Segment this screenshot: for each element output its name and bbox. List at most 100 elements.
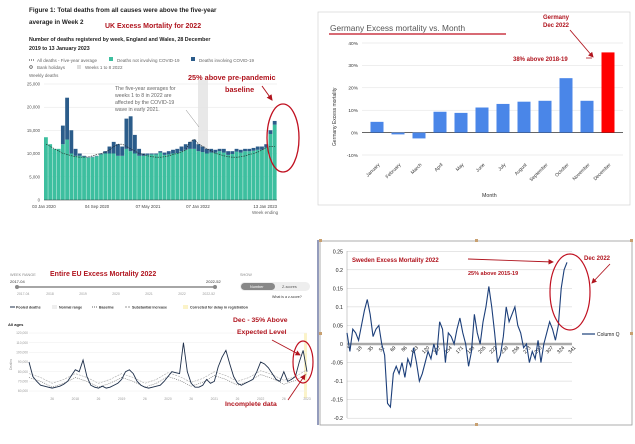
uk-figure-title-2: average in Week 2 bbox=[29, 19, 84, 26]
resize-handle[interactable] bbox=[319, 239, 322, 242]
bar-noncovid bbox=[264, 147, 269, 200]
range-tick-label: 2017-04 bbox=[17, 292, 30, 296]
x-tick-label: May bbox=[455, 162, 466, 173]
bar-noncovid bbox=[226, 154, 230, 200]
bar-noncovid bbox=[56, 148, 61, 200]
bar-noncovid bbox=[149, 154, 154, 200]
eu-incomplete-arrow bbox=[287, 374, 306, 401]
x-tick-label: 2021 bbox=[211, 397, 219, 401]
x-tick-label: 171 bbox=[455, 345, 465, 355]
bar-covid bbox=[226, 151, 230, 155]
bar-covid bbox=[158, 151, 163, 153]
bar-noncovid bbox=[154, 154, 158, 200]
zscore-link[interactable]: What is a z-score? bbox=[272, 295, 302, 299]
uk-figure-title: Figure 1: Total deaths from all causes w… bbox=[29, 7, 217, 14]
uk-ylabel: Weekly deaths bbox=[29, 73, 59, 78]
bar-covid bbox=[171, 149, 175, 154]
bar-covid bbox=[183, 144, 188, 150]
bar-covid bbox=[99, 153, 103, 155]
bar-covid bbox=[120, 146, 125, 156]
x-tick-label: 154 bbox=[444, 345, 454, 355]
eu-highlight-circle bbox=[292, 340, 314, 384]
sweden-highlight-circle bbox=[549, 253, 591, 331]
eu-legend: Pooled deaths Normal range Baseline Subs… bbox=[10, 305, 248, 310]
x-tick-label: 69 bbox=[389, 345, 397, 353]
uk-subtitle: Number of deaths registered by week, Eng… bbox=[29, 37, 210, 43]
note-line: affected by the COVID-19 bbox=[115, 100, 174, 106]
legend-normal-swatch bbox=[52, 305, 57, 309]
bar-noncovid bbox=[94, 156, 99, 200]
y-tick-label: 80,000 bbox=[18, 370, 28, 374]
x-tick-label: April bbox=[433, 162, 444, 173]
y-tick-label: -0.1 bbox=[334, 379, 343, 385]
x-tick-label: 307 bbox=[545, 345, 555, 355]
x-tick-label: June bbox=[475, 162, 487, 174]
y-tick-label: -0.2 bbox=[334, 416, 343, 422]
resize-handle[interactable] bbox=[475, 423, 478, 426]
toggle-number-button[interactable] bbox=[241, 283, 275, 290]
bar-covid bbox=[221, 148, 226, 153]
eu-title: Entire EU Excess Mortality 2022 bbox=[50, 271, 156, 278]
uk-annotation-2: baseline bbox=[225, 85, 254, 94]
bar-covid bbox=[175, 148, 180, 154]
resize-handle[interactable] bbox=[630, 332, 633, 335]
bar-february bbox=[391, 132, 405, 135]
bar-noncovid bbox=[166, 154, 171, 200]
bar-noncovid bbox=[230, 153, 235, 200]
bar-noncovid bbox=[183, 149, 188, 200]
bar-covid bbox=[243, 148, 247, 152]
bar-noncovid bbox=[234, 151, 239, 200]
germany-title: Germany Excess mortality vs. Month bbox=[330, 23, 465, 33]
x-tick-label: 222 bbox=[489, 345, 499, 355]
legend-covid-swatch bbox=[191, 57, 195, 61]
x-tick-label: 26 bbox=[97, 397, 101, 401]
bar-november bbox=[580, 100, 594, 133]
bar-noncovid bbox=[247, 151, 252, 200]
x-tick-label: 205 bbox=[477, 345, 487, 355]
bar-noncovid bbox=[179, 151, 184, 200]
bar-noncovid bbox=[116, 155, 120, 200]
resize-handle[interactable] bbox=[475, 239, 478, 242]
bar-noncovid bbox=[204, 153, 209, 200]
eu-annotation-arrow bbox=[271, 339, 301, 356]
x-tick-label: 26 bbox=[50, 397, 54, 401]
bar-covid bbox=[196, 144, 201, 152]
toggle-zscores-button[interactable]: Z-scores bbox=[282, 285, 297, 289]
range-slider-start-handle[interactable] bbox=[15, 285, 19, 289]
bar-april bbox=[433, 111, 447, 133]
range-slider-end-handle[interactable] bbox=[213, 285, 217, 289]
bar-noncovid bbox=[145, 154, 150, 200]
x-tick-label: 13 Jan 2023 bbox=[253, 204, 277, 209]
resize-handle[interactable] bbox=[319, 332, 322, 335]
bar-covid bbox=[209, 148, 214, 153]
germany-annotation-title: Germany bbox=[543, 15, 570, 21]
bar-covid bbox=[179, 146, 184, 152]
eu-ylabel: Deaths bbox=[9, 359, 13, 370]
bar-noncovid bbox=[111, 153, 116, 200]
x-tick-label: 86 bbox=[400, 345, 408, 353]
bar-covid bbox=[230, 151, 235, 154]
bar-covid bbox=[77, 153, 82, 156]
bar-noncovid bbox=[86, 157, 91, 200]
bar-covid bbox=[234, 148, 239, 152]
bar-noncovid bbox=[162, 154, 167, 200]
x-tick-label: 2023 bbox=[303, 397, 311, 401]
show-label: SHOW bbox=[240, 273, 252, 277]
range-tick-label: 2019 bbox=[79, 292, 87, 296]
bar-noncovid bbox=[243, 151, 247, 200]
pooled-deaths-line bbox=[28, 342, 308, 389]
bar-noncovid bbox=[82, 156, 86, 200]
legend-label: Deaths involving COVID-19 bbox=[199, 58, 255, 63]
resize-handle[interactable] bbox=[630, 239, 633, 242]
bar-august bbox=[517, 101, 531, 133]
bar-noncovid bbox=[69, 153, 74, 200]
bar-covid bbox=[82, 155, 86, 157]
sweden-dec-arrow bbox=[591, 263, 611, 284]
bar-march bbox=[412, 132, 426, 139]
y-tick-label: 0.15 bbox=[333, 286, 343, 292]
eu-annotation-2: Expected Level bbox=[237, 329, 287, 336]
x-tick-label: 04 Sep 2020 bbox=[85, 204, 110, 209]
x-tick-label: July bbox=[497, 162, 508, 173]
y-tick-label: 20,000 bbox=[27, 105, 41, 110]
note-pointer bbox=[185, 109, 200, 128]
